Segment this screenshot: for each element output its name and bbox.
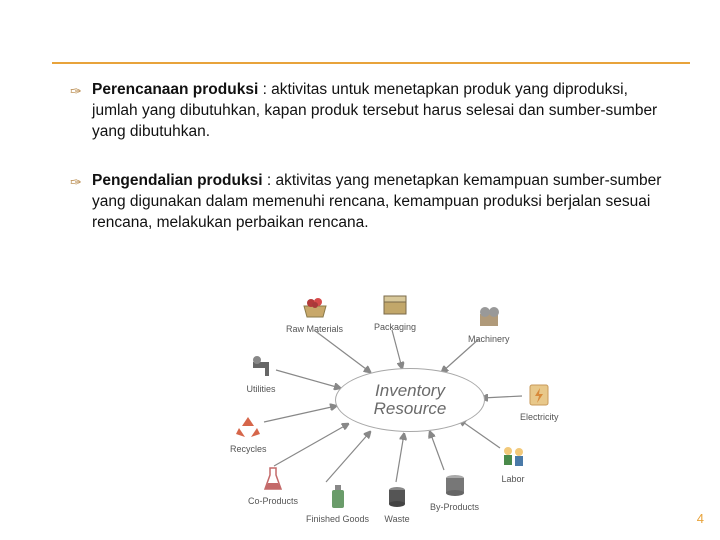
bullet-item: ✑ Perencanaan produksi : aktivitas untuk…: [70, 80, 670, 143]
page-number: 4: [697, 511, 704, 526]
center-line-2: Resource: [374, 400, 447, 418]
inventory-resource-diagram: Inventory Resource PackagingMachineryEle…: [230, 290, 570, 510]
finishedgoods-label: Finished Goods: [306, 514, 369, 524]
waste-label: Waste: [384, 514, 409, 524]
bullet-text: Pengendalian produksi : aktivitas yang m…: [92, 171, 670, 234]
bullet-lead: Pengendalian produksi: [92, 172, 263, 189]
bullet-item: ✑ Pengendalian produksi : aktivitas yang…: [70, 171, 670, 234]
content-area: ✑ Perencanaan produksi : aktivitas untuk…: [70, 80, 670, 262]
bullet-icon: ✑: [70, 80, 92, 101]
bullet-text: Perencanaan produksi : aktivitas untuk m…: [92, 80, 670, 143]
bullet-icon: ✑: [70, 171, 92, 192]
diagram-center: Inventory Resource: [335, 368, 485, 432]
bullet-lead: Perencanaan produksi: [92, 81, 258, 98]
divider-rule: [52, 62, 690, 64]
center-line-1: Inventory: [375, 382, 445, 400]
